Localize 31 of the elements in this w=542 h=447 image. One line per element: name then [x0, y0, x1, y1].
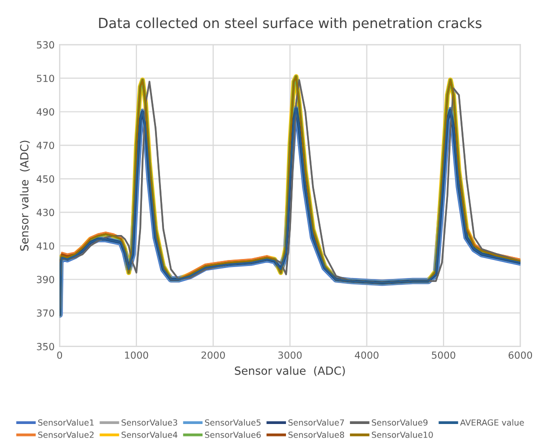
y-tick-label: 370 [36, 309, 54, 317]
legend-label: SensorValue10 [372, 431, 433, 438]
x-tick-label: 0 [57, 351, 62, 359]
legend-label: SensorValue9 [372, 419, 428, 426]
legend-label: SensorValue3 [122, 419, 178, 426]
x-tick-label: 6000 [508, 351, 532, 359]
legend-label: SensorValue8 [288, 431, 344, 438]
y-axis-title: Sensor value (ADC) [20, 140, 30, 251]
legend-label: SensorValue7 [288, 419, 344, 426]
y-tick-label: 390 [36, 276, 54, 284]
x-tick-label: 5000 [432, 351, 456, 359]
legend-label: SensorValue2 [38, 431, 94, 438]
y-tick-label: 470 [36, 142, 54, 150]
legend-label: SensorValue5 [205, 419, 261, 426]
chart-title: Data collected on steel surface with penetration cracks [99, 17, 482, 31]
y-tick-label: 530 [36, 41, 54, 49]
y-tick-label: 490 [36, 108, 54, 116]
y-tick-label: 430 [36, 208, 54, 216]
x-tick-label: 2000 [202, 351, 225, 359]
x-tick-label: 4000 [354, 351, 378, 359]
x-tick-label: 3000 [278, 351, 302, 359]
y-tick-label: 510 [36, 74, 54, 82]
legend-label: SensorValue4 [122, 431, 178, 438]
legend-label: SensorValue6 [205, 431, 261, 438]
x-axis-title: Sensor value (ADC) [234, 366, 345, 376]
legend-label: SensorValue1 [38, 419, 94, 426]
legend-label: AVERAGE value [460, 419, 524, 426]
y-tick-label: 450 [36, 175, 54, 183]
x-tick-label: 1000 [125, 351, 148, 359]
y-tick-label: 410 [36, 242, 54, 250]
y-tick-label: 350 [36, 342, 54, 350]
